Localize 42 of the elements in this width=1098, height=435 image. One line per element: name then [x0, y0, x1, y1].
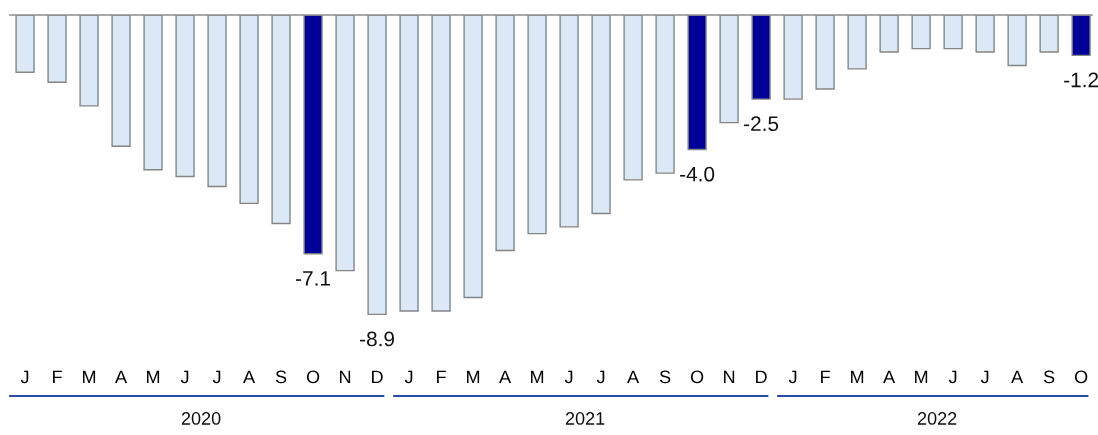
data-label: -2.5	[744, 116, 779, 132]
x-tick-label: A	[115, 370, 128, 384]
text: 2022	[917, 412, 957, 425]
x-tick-label: M	[531, 370, 544, 384]
x-tick-label: J	[596, 370, 605, 384]
x-tick-label: J	[788, 370, 797, 384]
x-tick-label: J	[212, 370, 221, 384]
x-tick-label: D	[372, 370, 383, 384]
x-tick-label: A	[1011, 370, 1024, 384]
x-tick-label: A	[499, 370, 512, 384]
x-tick-label: D	[756, 370, 767, 384]
x-tick-label: A	[883, 370, 896, 384]
x-tick-label: F	[53, 370, 62, 384]
x-tick-label: S	[275, 370, 287, 384]
x-tick-label: M	[83, 370, 96, 384]
x-tick-label: J	[404, 370, 413, 384]
x-tick-label: J	[980, 370, 989, 384]
x-tick-label: A	[627, 370, 640, 384]
text: 2020	[181, 412, 221, 425]
x-tick-label: M	[467, 370, 480, 384]
x-tick-label: S	[659, 370, 671, 384]
x-tick-label: O	[306, 370, 320, 384]
x-tick-label: F	[437, 370, 446, 384]
x-tick-label: S	[1043, 370, 1055, 384]
x-tick-label: F	[821, 370, 830, 384]
x-tick-label: J	[564, 370, 573, 384]
data-label: -1.2	[1064, 72, 1098, 88]
x-tick-label: J	[180, 370, 189, 384]
data-label: -8.9	[360, 331, 395, 347]
x-tick-label: J	[20, 370, 29, 384]
text: 2021	[565, 412, 605, 425]
x-tick-label: A	[243, 370, 256, 384]
data-label: -7.1	[296, 271, 330, 286]
x-tick-label: M	[851, 370, 864, 384]
x-tick-label: M	[147, 370, 160, 384]
x-tick-label: M	[915, 370, 928, 384]
x-tick-label: N	[724, 370, 735, 384]
data-label: -4.0	[680, 166, 715, 182]
x-tick-label: O	[690, 370, 704, 384]
x-tick-label: N	[340, 370, 351, 384]
x-tick-label: O	[1074, 370, 1088, 384]
x-tick-label: J	[948, 370, 957, 384]
